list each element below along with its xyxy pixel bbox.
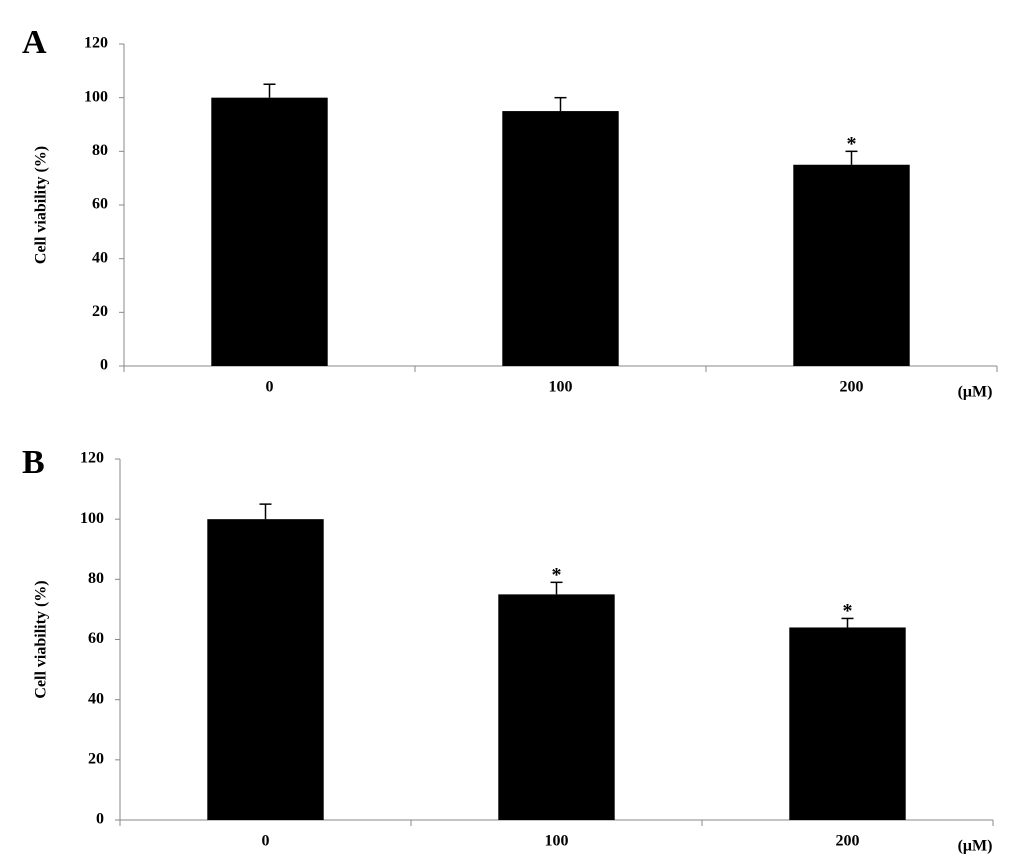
- y-tick-label: 20: [88, 751, 104, 768]
- bar: [207, 519, 324, 820]
- y-tick-label: 80: [88, 570, 104, 587]
- y-tick-label: 0: [96, 811, 104, 828]
- x-tick-label: 200: [836, 833, 860, 850]
- y-tick-label: 20: [92, 303, 108, 320]
- y-tick-label: 120: [84, 35, 108, 52]
- y-tick-label: 0: [100, 357, 108, 374]
- significance-mark: *: [552, 564, 562, 586]
- x-tick-label: 200: [840, 379, 864, 396]
- y-tick-label: 120: [80, 450, 104, 467]
- y-axis-label: Cell viability (%): [33, 146, 50, 264]
- x-tick-label: 0: [262, 833, 270, 850]
- y-tick-label: 60: [92, 196, 108, 213]
- y-axis-label: Cell viability (%): [33, 580, 50, 698]
- bar: [793, 164, 910, 366]
- significance-mark: *: [847, 133, 857, 155]
- y-tick-label: 80: [92, 142, 108, 159]
- y-tick-label: 40: [92, 249, 108, 266]
- panel-label: A: [22, 24, 47, 61]
- bar: [502, 111, 619, 366]
- bar: [789, 627, 906, 820]
- x-tick-label: 0: [266, 379, 274, 396]
- y-tick-label: 40: [88, 690, 104, 707]
- y-tick-label: 100: [80, 510, 104, 527]
- x-axis-unit: (μM): [958, 384, 993, 401]
- y-tick-label: 60: [88, 630, 104, 647]
- bar: [498, 594, 615, 820]
- x-tick-label: 100: [549, 379, 573, 396]
- x-axis-unit: (μM): [958, 838, 993, 855]
- y-tick-label: 100: [84, 88, 108, 105]
- significance-mark: *: [843, 600, 853, 622]
- x-tick-label: 100: [545, 833, 569, 850]
- bar: [211, 97, 328, 367]
- panel-label: B: [22, 444, 45, 481]
